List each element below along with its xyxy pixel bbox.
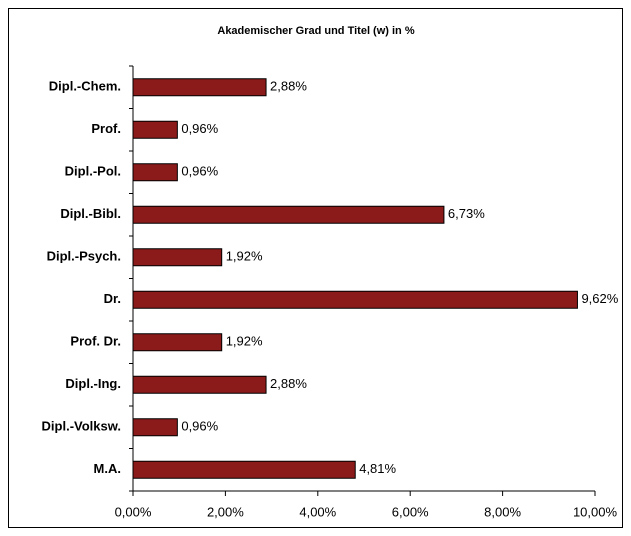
value-label: 0,96% [181,121,218,136]
bar [132,375,267,394]
value-label: 6,73% [448,206,485,221]
bar [132,120,178,139]
value-label: 0,96% [181,419,218,434]
value-label: 0,96% [181,164,218,179]
x-tick-label: 10,00% [573,504,618,519]
value-label: 9,62% [581,291,618,306]
chart-border [8,8,623,528]
value-label: 2,88% [270,376,307,391]
value-label: 1,92% [226,334,263,349]
y-tick-label: M.A. [94,461,121,476]
y-tick-label: Dipl.-Ing. [65,376,121,391]
y-tick-label: Prof. [91,121,121,136]
chart-title: Akademischer Grad und Titel (w) in % [217,25,414,37]
bar [132,163,178,182]
x-tick-label: 4,00% [299,504,336,519]
y-tick-label: Prof. Dr. [70,334,121,349]
bar [132,290,578,309]
bar [132,333,223,352]
y-tick-label: Dipl.-Chem. [49,79,121,94]
bar [132,205,445,224]
bar [132,248,223,267]
bar [132,460,356,479]
y-tick-label: Dipl.-Psych. [47,249,121,264]
y-tick-label: Dipl.-Pol. [65,164,121,179]
value-label: 2,88% [270,79,307,94]
bar [132,418,178,437]
bar [132,78,267,97]
value-label: 4,81% [359,461,396,476]
value-label: 1,92% [226,249,263,264]
x-tick-label: 8,00% [484,504,521,519]
x-tick-label: 6,00% [392,504,429,519]
x-tick-label: 0,00% [115,504,152,519]
y-tick-label: Dipl.-Bibl. [60,206,121,221]
y-tick-label: Dipl.-Volksw. [42,419,121,434]
y-tick-label: Dr. [104,291,121,306]
x-tick-label: 2,00% [207,504,244,519]
